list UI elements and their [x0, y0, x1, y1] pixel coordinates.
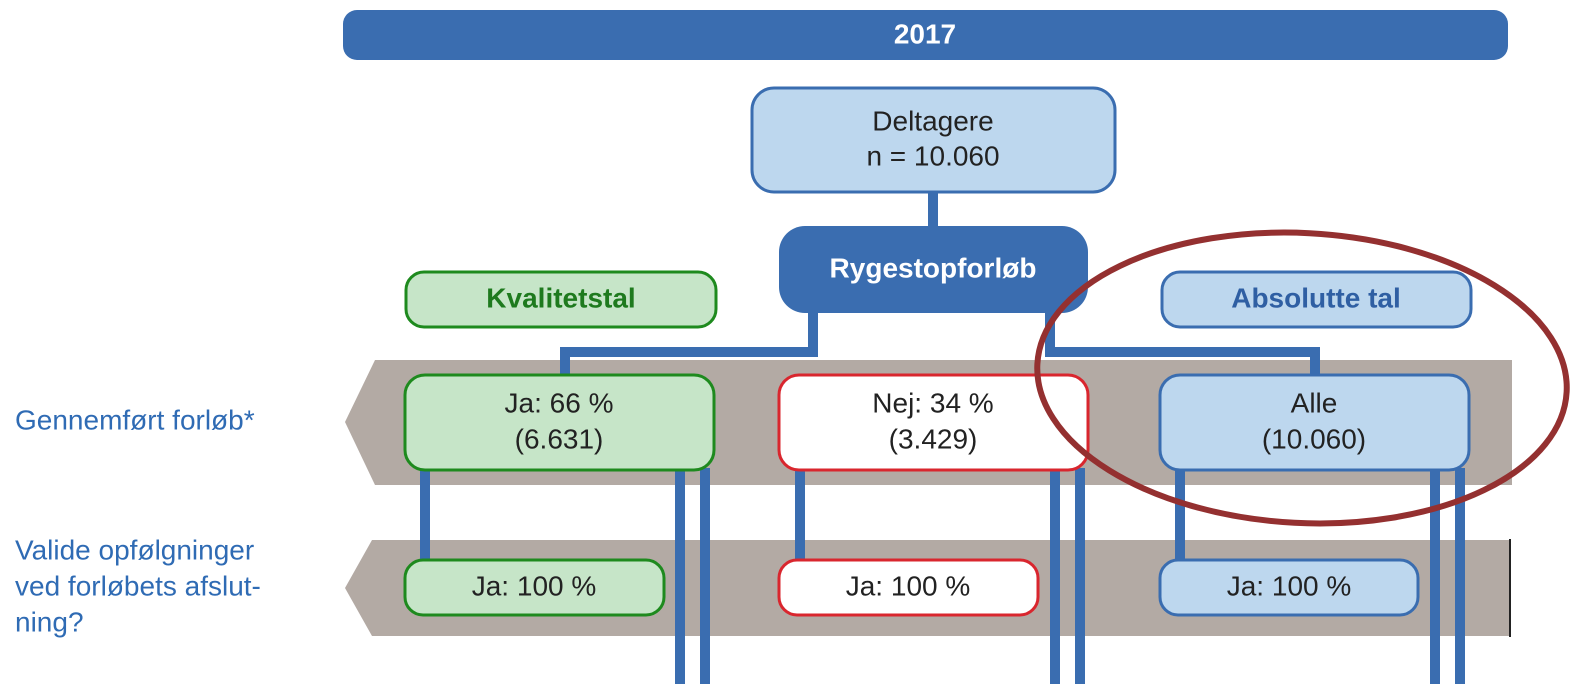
quality-label-box — [404, 270, 718, 329]
absolute-label-box — [1160, 270, 1473, 329]
root-text: n = 10.060 — [866, 140, 999, 171]
hub-text: Rygestopforløb — [830, 252, 1037, 283]
quality-label: Kvalitetstal — [486, 282, 635, 313]
connectors — [420, 192, 1465, 684]
row2-box — [777, 558, 1040, 617]
header-bar — [343, 10, 1508, 60]
connector — [560, 312, 818, 376]
row1-box — [1158, 373, 1471, 472]
row1-text: Nej: 34 % — [872, 387, 993, 418]
absolute-label: Absolutte tal — [1231, 282, 1401, 313]
highlight-ellipse — [1034, 229, 1570, 527]
row2-box — [403, 558, 666, 617]
row1-text: Ja: 66 % — [505, 387, 614, 418]
row2-text: Ja: 100 % — [1227, 570, 1352, 601]
row1-box — [403, 373, 716, 472]
root-box — [750, 86, 1117, 194]
row1-text: (3.429) — [889, 423, 978, 454]
row-label: ved forløbets afslut- — [15, 570, 261, 601]
hub-box — [779, 226, 1088, 313]
row2-text: Ja: 100 % — [846, 570, 971, 601]
row-label: ning? — [15, 606, 84, 637]
row-label: Valide opfølgninger — [15, 534, 254, 565]
header-title: 2017 — [894, 18, 956, 49]
row1-text: (10.060) — [1262, 423, 1366, 454]
row1-text: Alle — [1291, 387, 1338, 418]
row2-box — [1158, 558, 1420, 617]
row1-text: (6.631) — [515, 423, 604, 454]
row1-box — [777, 373, 1090, 472]
row2-text: Ja: 100 % — [472, 570, 597, 601]
root-text: Deltagere — [872, 105, 993, 136]
row-label: Gennemført forløb* — [15, 404, 255, 435]
connector — [1045, 312, 1320, 376]
